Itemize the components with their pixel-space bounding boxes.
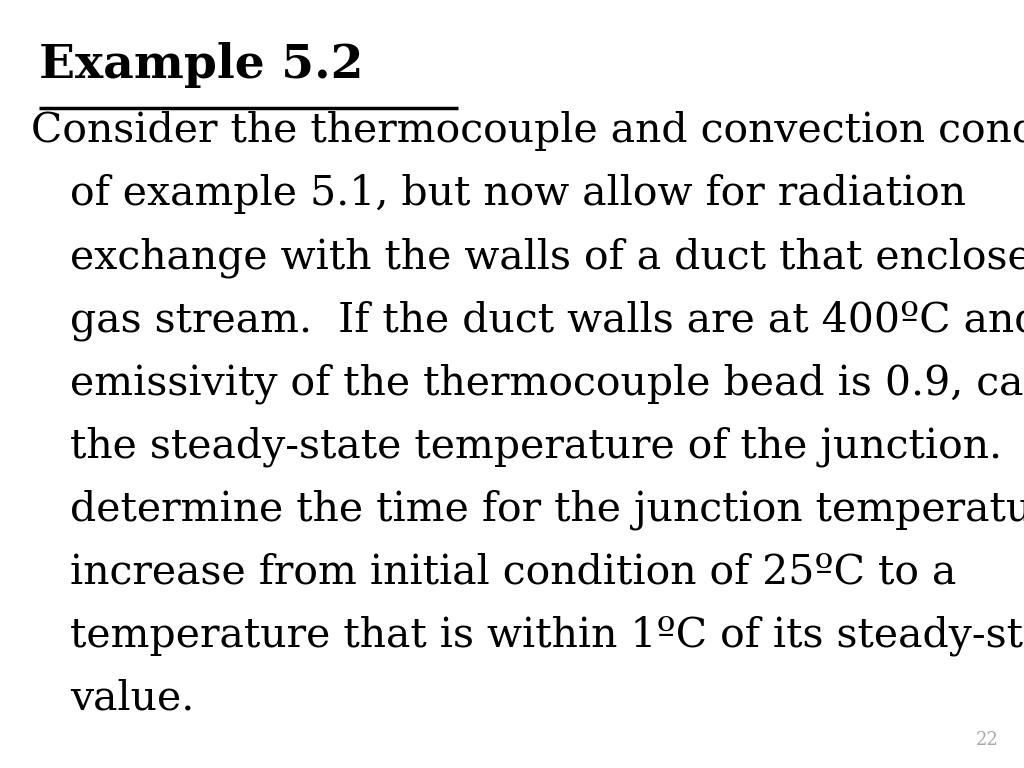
Text: determine the time for the junction temperature to: determine the time for the junction temp… — [70, 489, 1024, 530]
Text: exchange with the walls of a duct that encloses the: exchange with the walls of a duct that e… — [70, 237, 1024, 278]
Text: temperature that is within 1ºC of its steady-state: temperature that is within 1ºC of its st… — [70, 615, 1024, 656]
Text: increase from initial condition of 25ºC to a: increase from initial condition of 25ºC … — [70, 552, 956, 592]
Text: emissivity of the thermocouple bead is 0.9, calculate: emissivity of the thermocouple bead is 0… — [70, 363, 1024, 404]
Text: 22: 22 — [976, 731, 998, 749]
Text: Example 5.2: Example 5.2 — [39, 42, 364, 88]
Text: value.: value. — [70, 678, 194, 718]
Text: Consider the thermocouple and convection condition: Consider the thermocouple and convection… — [31, 111, 1024, 151]
Text: of example 5.1, but now allow for radiation: of example 5.1, but now allow for radiat… — [70, 174, 966, 214]
Text: gas stream.  If the duct walls are at 400ºC and the: gas stream. If the duct walls are at 400… — [70, 300, 1024, 341]
Text: the steady-state temperature of the junction.  Also,: the steady-state temperature of the junc… — [70, 426, 1024, 467]
